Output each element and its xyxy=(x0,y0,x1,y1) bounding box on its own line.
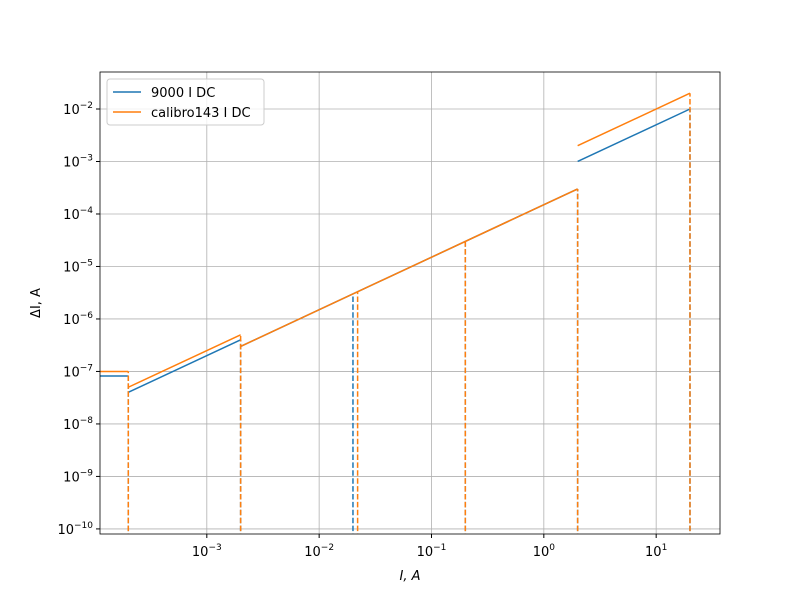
axes-frame xyxy=(99,71,721,535)
x-tick-label: 10−2 xyxy=(304,543,334,560)
legend-label: 9000 I DC xyxy=(151,86,215,101)
x-tick-label: 100 xyxy=(533,543,556,560)
x-tick-label: 10−3 xyxy=(192,543,222,560)
x-tick-label: 10−1 xyxy=(417,543,447,560)
legend: 9000 I DC calibro143 I DC xyxy=(106,78,265,126)
series-line xyxy=(100,92,691,388)
y-tick-label: 10−7 xyxy=(63,363,93,380)
y-tick-label: 10−5 xyxy=(63,258,93,275)
ticks: 10−3 10−2 10−1 100 101 10−10 10−9 10−8 10−7 10−6 1… xyxy=(57,101,667,560)
y-tick-label: 10−4 xyxy=(63,206,93,223)
legend-label: calibro143 I DC xyxy=(151,106,251,121)
plot-area xyxy=(100,92,691,534)
legend-box xyxy=(106,78,265,126)
y-tick-label: 10−2 xyxy=(63,101,93,118)
series-line xyxy=(100,108,691,394)
y-tick-label: 10−3 xyxy=(63,153,93,170)
y-tick-label: 10−9 xyxy=(63,468,93,485)
y-tick-label: 10−6 xyxy=(63,311,93,328)
x-axis-label: I, A xyxy=(400,569,421,584)
y-tick-label: 10−8 xyxy=(63,416,93,433)
x-tick-label: 101 xyxy=(645,543,667,560)
grid xyxy=(100,72,720,534)
y-axis-label: ΔI, A xyxy=(29,288,44,318)
y-tick-label: 10−10 xyxy=(57,521,93,538)
